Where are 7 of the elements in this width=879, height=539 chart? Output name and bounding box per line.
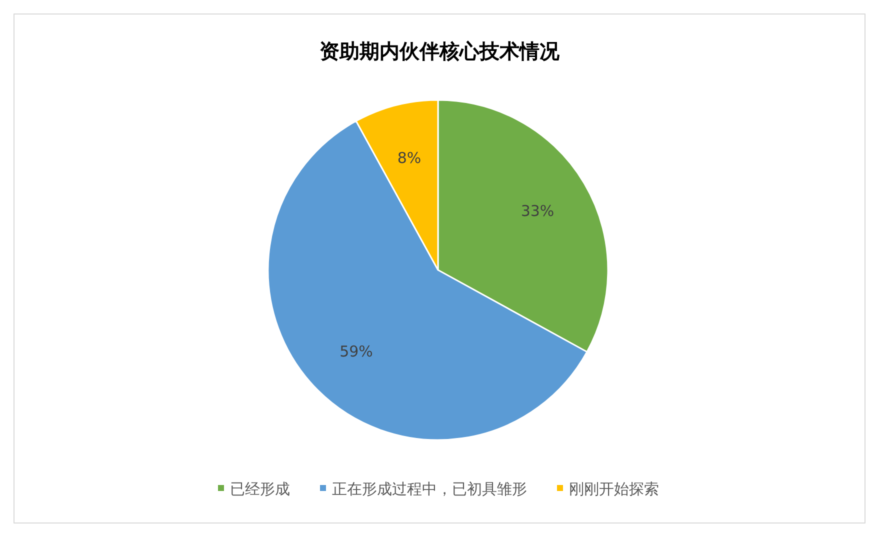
legend-label: 正在形成过程中，已初具雏形 [332,480,527,498]
data-label: 33% [520,202,554,220]
chart-title: 资助期内伙伴核心技术情况 [320,39,560,63]
legend-label: 已经形成 [230,480,290,498]
legend-label: 刚刚开始探索 [569,480,659,498]
data-label: 8% [397,149,422,168]
data-label: 59% [340,342,373,361]
